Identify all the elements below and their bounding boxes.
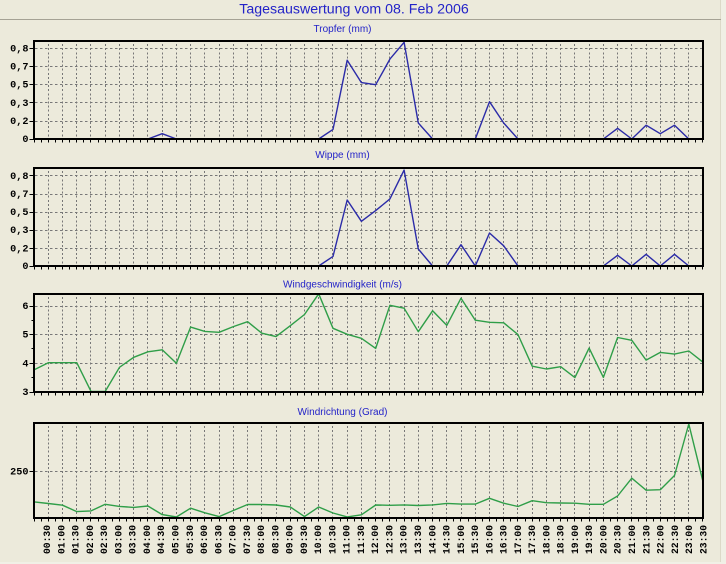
- svg-text:04:30: 04:30: [156, 525, 167, 554]
- svg-text:01:00: 01:00: [56, 525, 67, 554]
- svg-text:22:00: 22:00: [656, 525, 667, 554]
- svg-text:05:00: 05:00: [171, 525, 182, 554]
- svg-text:0: 0: [22, 262, 28, 273]
- svg-text:0,2: 0,2: [10, 244, 28, 255]
- svg-text:11:30: 11:30: [356, 525, 367, 554]
- svg-text:03:00: 03:00: [113, 525, 124, 554]
- svg-text:16:30: 16:30: [499, 525, 510, 554]
- svg-text:0,3: 0,3: [10, 226, 28, 237]
- svg-text:Windrichtung (Grad): Windrichtung (Grad): [297, 407, 387, 418]
- svg-text:09:00: 09:00: [285, 525, 296, 554]
- svg-text:13:00: 13:00: [399, 525, 410, 554]
- svg-text:22:30: 22:30: [670, 525, 681, 554]
- svg-text:17:30: 17:30: [527, 525, 538, 554]
- svg-text:Tropfer (mm): Tropfer (mm): [314, 24, 372, 35]
- svg-text:15:00: 15:00: [456, 525, 467, 554]
- svg-text:250: 250: [10, 468, 28, 479]
- svg-text:06:00: 06:00: [199, 525, 210, 554]
- svg-text:19:00: 19:00: [570, 525, 581, 554]
- svg-text:20:00: 20:00: [599, 525, 610, 554]
- svg-text:12:00: 12:00: [370, 525, 381, 554]
- svg-text:08:00: 08:00: [256, 525, 267, 554]
- svg-text:0,7: 0,7: [10, 63, 28, 74]
- svg-text:00:30: 00:30: [42, 525, 53, 554]
- svg-text:17:00: 17:00: [513, 525, 524, 554]
- svg-text:07:30: 07:30: [242, 525, 253, 554]
- svg-text:07:00: 07:00: [228, 525, 239, 554]
- svg-text:0,7: 0,7: [10, 190, 28, 201]
- svg-text:0,5: 0,5: [10, 81, 28, 92]
- svg-text:21:30: 21:30: [641, 525, 652, 554]
- svg-text:05:30: 05:30: [185, 525, 196, 554]
- svg-text:6: 6: [22, 302, 28, 313]
- svg-text:14:00: 14:00: [427, 525, 438, 554]
- svg-text:5: 5: [22, 331, 28, 342]
- svg-text:02:00: 02:00: [85, 525, 96, 554]
- svg-text:0,3: 0,3: [10, 99, 28, 110]
- svg-text:19:30: 19:30: [584, 525, 595, 554]
- svg-text:Tagesauswertung vom 08. Feb 20: Tagesauswertung vom 08. Feb 2006: [239, 2, 469, 18]
- svg-text:21:00: 21:00: [627, 525, 638, 554]
- svg-text:18:30: 18:30: [556, 525, 567, 554]
- svg-text:18:00: 18:00: [541, 525, 552, 554]
- svg-text:10:30: 10:30: [327, 525, 338, 554]
- svg-text:13:30: 13:30: [413, 525, 424, 554]
- svg-text:Wippe (mm): Wippe (mm): [315, 150, 369, 161]
- svg-text:3: 3: [22, 388, 28, 399]
- svg-text:23:00: 23:00: [684, 525, 695, 554]
- svg-text:Windgeschwindigkeit (m/s): Windgeschwindigkeit (m/s): [283, 280, 402, 291]
- svg-text:08:30: 08:30: [270, 525, 281, 554]
- svg-text:0,2: 0,2: [10, 117, 28, 128]
- svg-text:02:30: 02:30: [99, 525, 110, 554]
- svg-text:09:30: 09:30: [299, 525, 310, 554]
- svg-text:01:30: 01:30: [71, 525, 82, 554]
- svg-text:03:30: 03:30: [128, 525, 139, 554]
- svg-text:11:00: 11:00: [342, 525, 353, 554]
- svg-text:06:30: 06:30: [213, 525, 224, 554]
- svg-text:0,8: 0,8: [10, 44, 28, 55]
- svg-text:12:30: 12:30: [385, 525, 396, 554]
- svg-text:16:00: 16:00: [484, 525, 495, 554]
- svg-text:0: 0: [22, 135, 28, 146]
- svg-text:14:30: 14:30: [442, 525, 453, 554]
- svg-text:0,5: 0,5: [10, 208, 28, 219]
- svg-text:20:30: 20:30: [613, 525, 624, 554]
- svg-text:04:00: 04:00: [142, 525, 153, 554]
- svg-text:4: 4: [22, 359, 28, 370]
- svg-text:10:00: 10:00: [313, 525, 324, 554]
- svg-text:23:30: 23:30: [698, 525, 709, 554]
- svg-text:15:30: 15:30: [470, 525, 481, 554]
- svg-text:0,8: 0,8: [10, 172, 28, 183]
